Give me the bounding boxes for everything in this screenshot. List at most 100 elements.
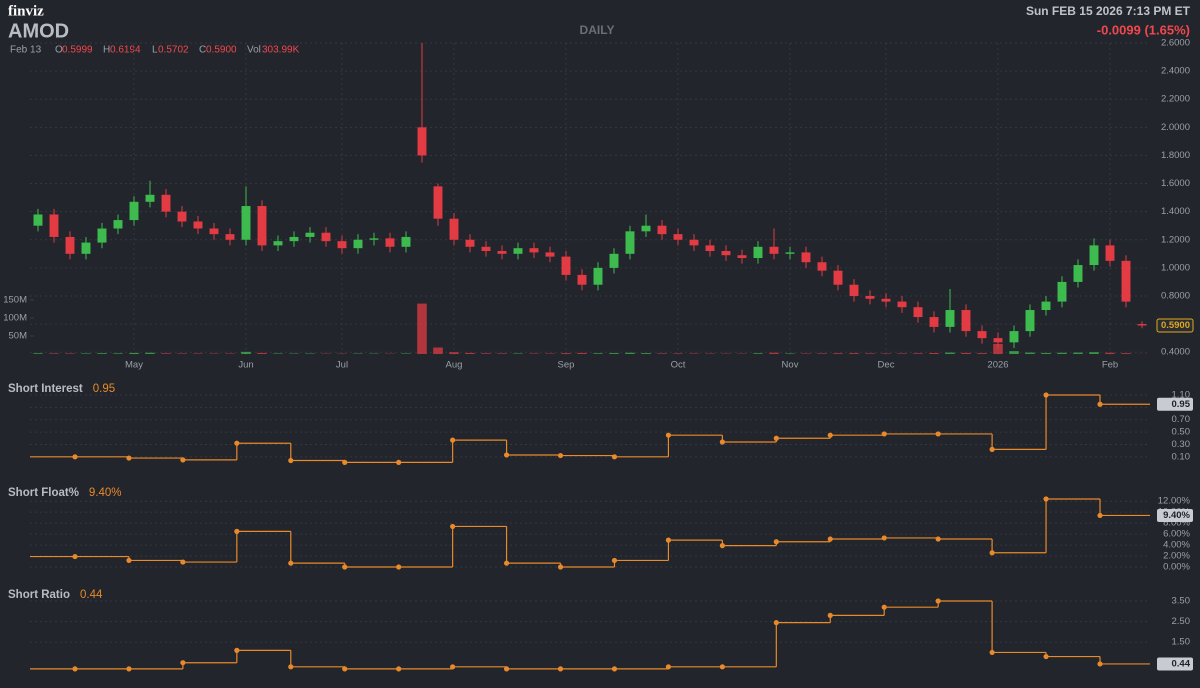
step-point [450, 664, 456, 670]
candle-body [225, 234, 235, 240]
step-point [773, 539, 779, 545]
candle-body [753, 246, 763, 259]
ticker: AMOD [8, 20, 69, 42]
candle-body [273, 241, 283, 246]
candle-body [449, 218, 459, 240]
step-point [827, 536, 833, 542]
step-point [827, 432, 833, 438]
step-point [503, 666, 510, 672]
step-point [989, 649, 995, 656]
candle-body [1057, 281, 1067, 302]
y-tick-label: 1.2000 [1161, 234, 1190, 245]
candle-body [481, 246, 491, 251]
volume-bar [97, 353, 107, 354]
volume-bar [833, 353, 843, 354]
value-badge-label: 0.5900 [1161, 320, 1190, 331]
panel-value: 0.44 [80, 589, 103, 601]
candle-body [593, 267, 603, 285]
logo[interactable]: finviz [8, 3, 44, 19]
volume-bar [433, 347, 443, 354]
candle-body [1105, 245, 1115, 261]
step-point [234, 647, 240, 653]
y-tick-label: 0.8000 [1161, 290, 1190, 301]
y-tick-label: 1.0000 [1161, 262, 1190, 273]
candle-body [289, 236, 299, 242]
x-tick-label: 2026 [987, 360, 1008, 371]
candle-body [1025, 310, 1035, 332]
candle-body [849, 284, 859, 296]
y2-tick-label: 150M [3, 295, 27, 306]
step-point [288, 664, 294, 670]
candle-body [625, 231, 635, 254]
step-point [342, 564, 348, 570]
y-tick-label: 0.50 [1172, 427, 1191, 438]
step-point [719, 664, 725, 670]
candle-body [401, 236, 411, 247]
volume-bar [849, 353, 859, 354]
volume-bar [193, 353, 203, 354]
step-point [827, 612, 833, 619]
step-point [288, 457, 294, 464]
volume-bar [113, 353, 123, 354]
volume-bar [801, 353, 811, 354]
step-point [719, 439, 725, 445]
candle-body [785, 252, 795, 254]
y-tick-label: 6.00% [1163, 529, 1190, 540]
y-tick-label: 1.50 [1172, 637, 1191, 648]
step-point [342, 666, 348, 672]
step-point [665, 664, 672, 670]
candle-body [993, 338, 1003, 343]
volume-bar [241, 351, 251, 354]
x-tick-label: Sep [558, 360, 575, 371]
volume-bar [49, 353, 59, 354]
step-point [180, 660, 186, 666]
step-point [342, 459, 348, 465]
volume-bar [481, 353, 491, 354]
step-point [72, 454, 78, 460]
volume-bar [257, 352, 267, 354]
step-point [989, 550, 995, 556]
candle-body [497, 251, 507, 254]
x-tick-label: Jun [238, 360, 253, 371]
volume-bar [33, 353, 43, 354]
step-point [611, 557, 618, 564]
quote-value: 0.5999 [62, 45, 93, 56]
step-point [557, 564, 564, 570]
volume-bar [1073, 352, 1083, 354]
y-tick-label: 2.6000 [1161, 38, 1190, 49]
candle-body [1137, 324, 1147, 326]
candle-body [129, 201, 139, 221]
panel-value: 0.95 [93, 383, 115, 395]
x-tick-label: Feb [1102, 360, 1118, 371]
candle-body [657, 225, 667, 235]
candle-body [1073, 265, 1083, 282]
volume-bar [529, 353, 539, 354]
quote-date: Feb 13 [10, 45, 42, 56]
volume-bar [273, 353, 283, 354]
quote-value: 0.5900 [206, 45, 237, 56]
candle-body [417, 127, 427, 156]
step-point [1097, 512, 1103, 519]
y-tick-label: 4.00% [1163, 540, 1190, 551]
step-point [881, 604, 887, 610]
y-tick-label: 0.4000 [1161, 347, 1190, 358]
y-tick-label: 1.6000 [1161, 178, 1190, 189]
quote-label: L [152, 45, 158, 56]
volume-bar [865, 353, 875, 354]
step-point [611, 454, 618, 460]
candle-body [545, 252, 555, 257]
step-point [1097, 401, 1103, 407]
candle-body [33, 214, 43, 226]
volume-bar [881, 353, 891, 354]
candle-body [1121, 260, 1131, 302]
volume-bar [577, 352, 587, 354]
volume-bar [177, 353, 187, 354]
y-tick-label: 0.00% [1163, 562, 1190, 573]
candle-body [161, 194, 171, 212]
candle-body [385, 238, 395, 247]
volume-bar [945, 352, 955, 354]
volume-bar [513, 353, 523, 354]
step-point [989, 446, 995, 452]
candle-body [881, 298, 891, 302]
quote-label: H [103, 45, 110, 56]
